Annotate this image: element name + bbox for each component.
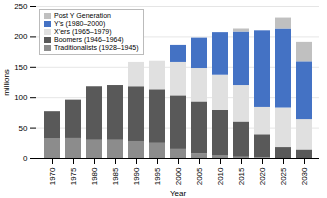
html-text:X’ers (1965–1979): X’ers (1965–1979) xyxy=(54,28,112,35)
html-text:Post Y Generation: Post Y Generation xyxy=(54,12,111,19)
html-text:Boomers (1946–1964): Boomers (1946–1964) xyxy=(54,36,124,43)
svg-text:Year: Year xyxy=(170,189,187,198)
svg-text:2005: 2005 xyxy=(195,167,204,185)
svg-text:1975: 1975 xyxy=(69,167,78,185)
svg-text:50: 50 xyxy=(19,124,28,133)
svg-text:2025: 2025 xyxy=(279,167,288,185)
svg-text:2030: 2030 xyxy=(300,167,309,185)
svg-text:1980: 1980 xyxy=(90,167,99,185)
svg-text:1970: 1970 xyxy=(48,167,57,185)
svg-text:1985: 1985 xyxy=(111,167,120,185)
svg-text:0: 0 xyxy=(23,154,28,163)
html-text:Y’s (1980–2000): Y’s (1980–2000) xyxy=(54,20,106,27)
svg-text:250: 250 xyxy=(14,2,28,11)
svg-text:200: 200 xyxy=(14,32,28,41)
svg-text:millions: millions xyxy=(2,69,11,96)
svg-text:2010: 2010 xyxy=(216,167,225,185)
svg-text:1995: 1995 xyxy=(153,167,162,185)
svg-text:2015: 2015 xyxy=(237,167,246,185)
svg-text:1990: 1990 xyxy=(132,167,141,185)
svg-text:150: 150 xyxy=(14,63,28,72)
svg-text:2000: 2000 xyxy=(174,167,183,185)
svg-text:100: 100 xyxy=(14,93,28,102)
svg-text:2020: 2020 xyxy=(258,167,267,185)
html-text:Traditionalists (1928–1945): Traditionalists (1928–1945) xyxy=(54,44,139,51)
